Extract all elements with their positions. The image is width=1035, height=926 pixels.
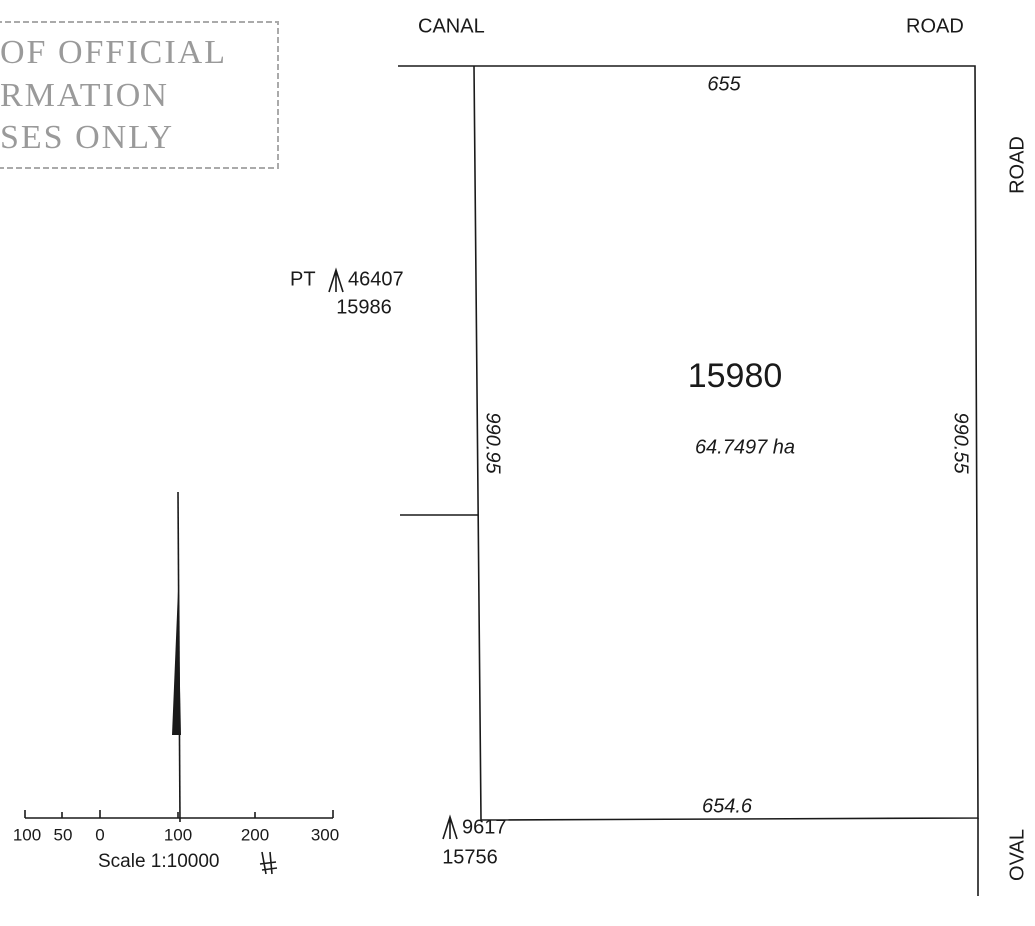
neighbour-prefix: PT — [290, 268, 316, 290]
neighbour-number: 15756 — [442, 846, 498, 868]
dimension-label: 654.6 — [702, 795, 753, 817]
road-label: ROAD — [906, 15, 964, 37]
neighbour-reference: 46407 — [348, 268, 404, 290]
parcel-number: 15980 — [688, 357, 783, 395]
scale-caption: Scale 1:10000 — [98, 851, 220, 872]
north-arrow-head — [172, 590, 181, 735]
dimension-label: 990.95 — [482, 412, 504, 474]
broad-arrow — [442, 814, 458, 840]
dimension-label: 990.55 — [950, 412, 972, 474]
dimension-label: 655 — [707, 73, 741, 95]
road-label: CANAL — [418, 15, 485, 37]
scale-label: 100 — [164, 825, 192, 844]
scale-label: 0 — [95, 825, 104, 844]
initials — [259, 851, 278, 875]
road-label: OVAL — [1006, 829, 1028, 881]
parcel-area: 64.7497 ha — [695, 436, 795, 458]
scale-label: 200 — [241, 825, 269, 844]
road-label: ROAD — [1006, 136, 1028, 194]
broad-arrow — [328, 267, 344, 293]
stamp-line: OF OFFICIAL — [0, 34, 227, 71]
neighbour-number: 15986 — [336, 296, 392, 318]
scale-label: 50 — [54, 825, 73, 844]
stamp-line: SES ONLY — [0, 119, 174, 156]
scale-label: 300 — [311, 825, 339, 844]
stamp-border — [0, 21, 279, 169]
neighbour-reference: 9617 — [462, 816, 507, 838]
scale-bar — [24, 810, 334, 819]
stamp-line: RMATION — [0, 77, 169, 114]
scale-label: 100 — [13, 825, 41, 844]
